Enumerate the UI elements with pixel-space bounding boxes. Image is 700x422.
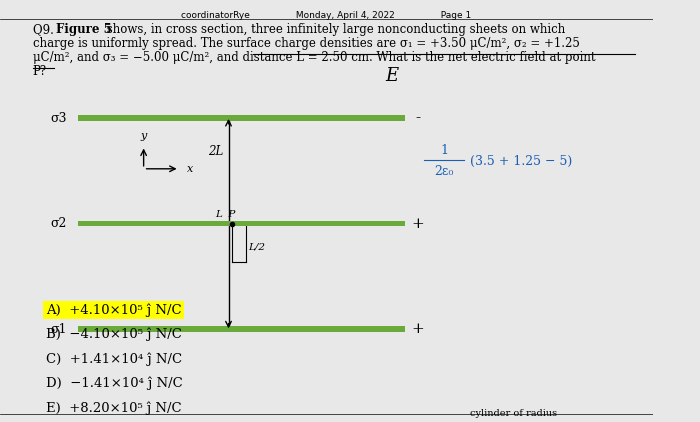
Text: shows, in cross section, three infinitely large nonconducting sheets on which: shows, in cross section, three infinitel… [102,23,565,36]
Bar [78,221,405,227]
Text: D)  −1.41×10⁴ ĵ N/C: D) −1.41×10⁴ ĵ N/C [46,377,183,390]
Bar [78,327,405,332]
Text: A)  +4.10×10⁵ ĵ N/C: A) +4.10×10⁵ ĵ N/C [46,303,181,317]
Text: L  P: L P [216,211,236,219]
Text: coordinatorRye                Monday, April 4, 2022                Page 1: coordinatorRye Monday, April 4, 2022 Pag… [181,11,472,19]
Text: +: + [412,216,424,231]
Text: 2L: 2L [208,145,223,158]
Text: σ1: σ1 [50,323,67,335]
Text: 1: 1 [440,144,448,157]
Bar [78,115,405,121]
Text: y: y [141,130,147,141]
Text: +: + [412,322,424,336]
Text: B)  −4.10×10⁵ ĵ N/C: B) −4.10×10⁵ ĵ N/C [46,328,181,341]
Text: cylinder of radius: cylinder of radius [470,409,557,418]
Text: P?: P? [33,65,47,78]
Text: σ3: σ3 [50,112,67,124]
Text: μC/m², and σ₃ = −5.00 μC/m², and distance L = 2.50 cm. What is the net electric : μC/m², and σ₃ = −5.00 μC/m², and distanc… [33,51,595,64]
Text: σ2: σ2 [50,217,67,230]
Text: charge is uniformly spread. The surface charge densities are σ₁ = +3.50 μC/m², σ: charge is uniformly spread. The surface … [33,37,580,50]
Text: L/2: L/2 [248,242,265,252]
Text: -: - [415,111,421,125]
Text: Q9.: Q9. [33,23,57,36]
Text: E: E [385,67,398,85]
Text: E)  +8.20×10⁵ ĵ N/C: E) +8.20×10⁵ ĵ N/C [46,401,181,415]
Text: 2ε₀: 2ε₀ [434,165,454,178]
Text: (3.5 + 1.25 − 5): (3.5 + 1.25 − 5) [470,155,573,168]
Text: Figure 5: Figure 5 [56,23,112,36]
Text: C)  +1.41×10⁴ ĵ N/C: C) +1.41×10⁴ ĵ N/C [46,352,182,366]
Text: x: x [188,164,194,174]
